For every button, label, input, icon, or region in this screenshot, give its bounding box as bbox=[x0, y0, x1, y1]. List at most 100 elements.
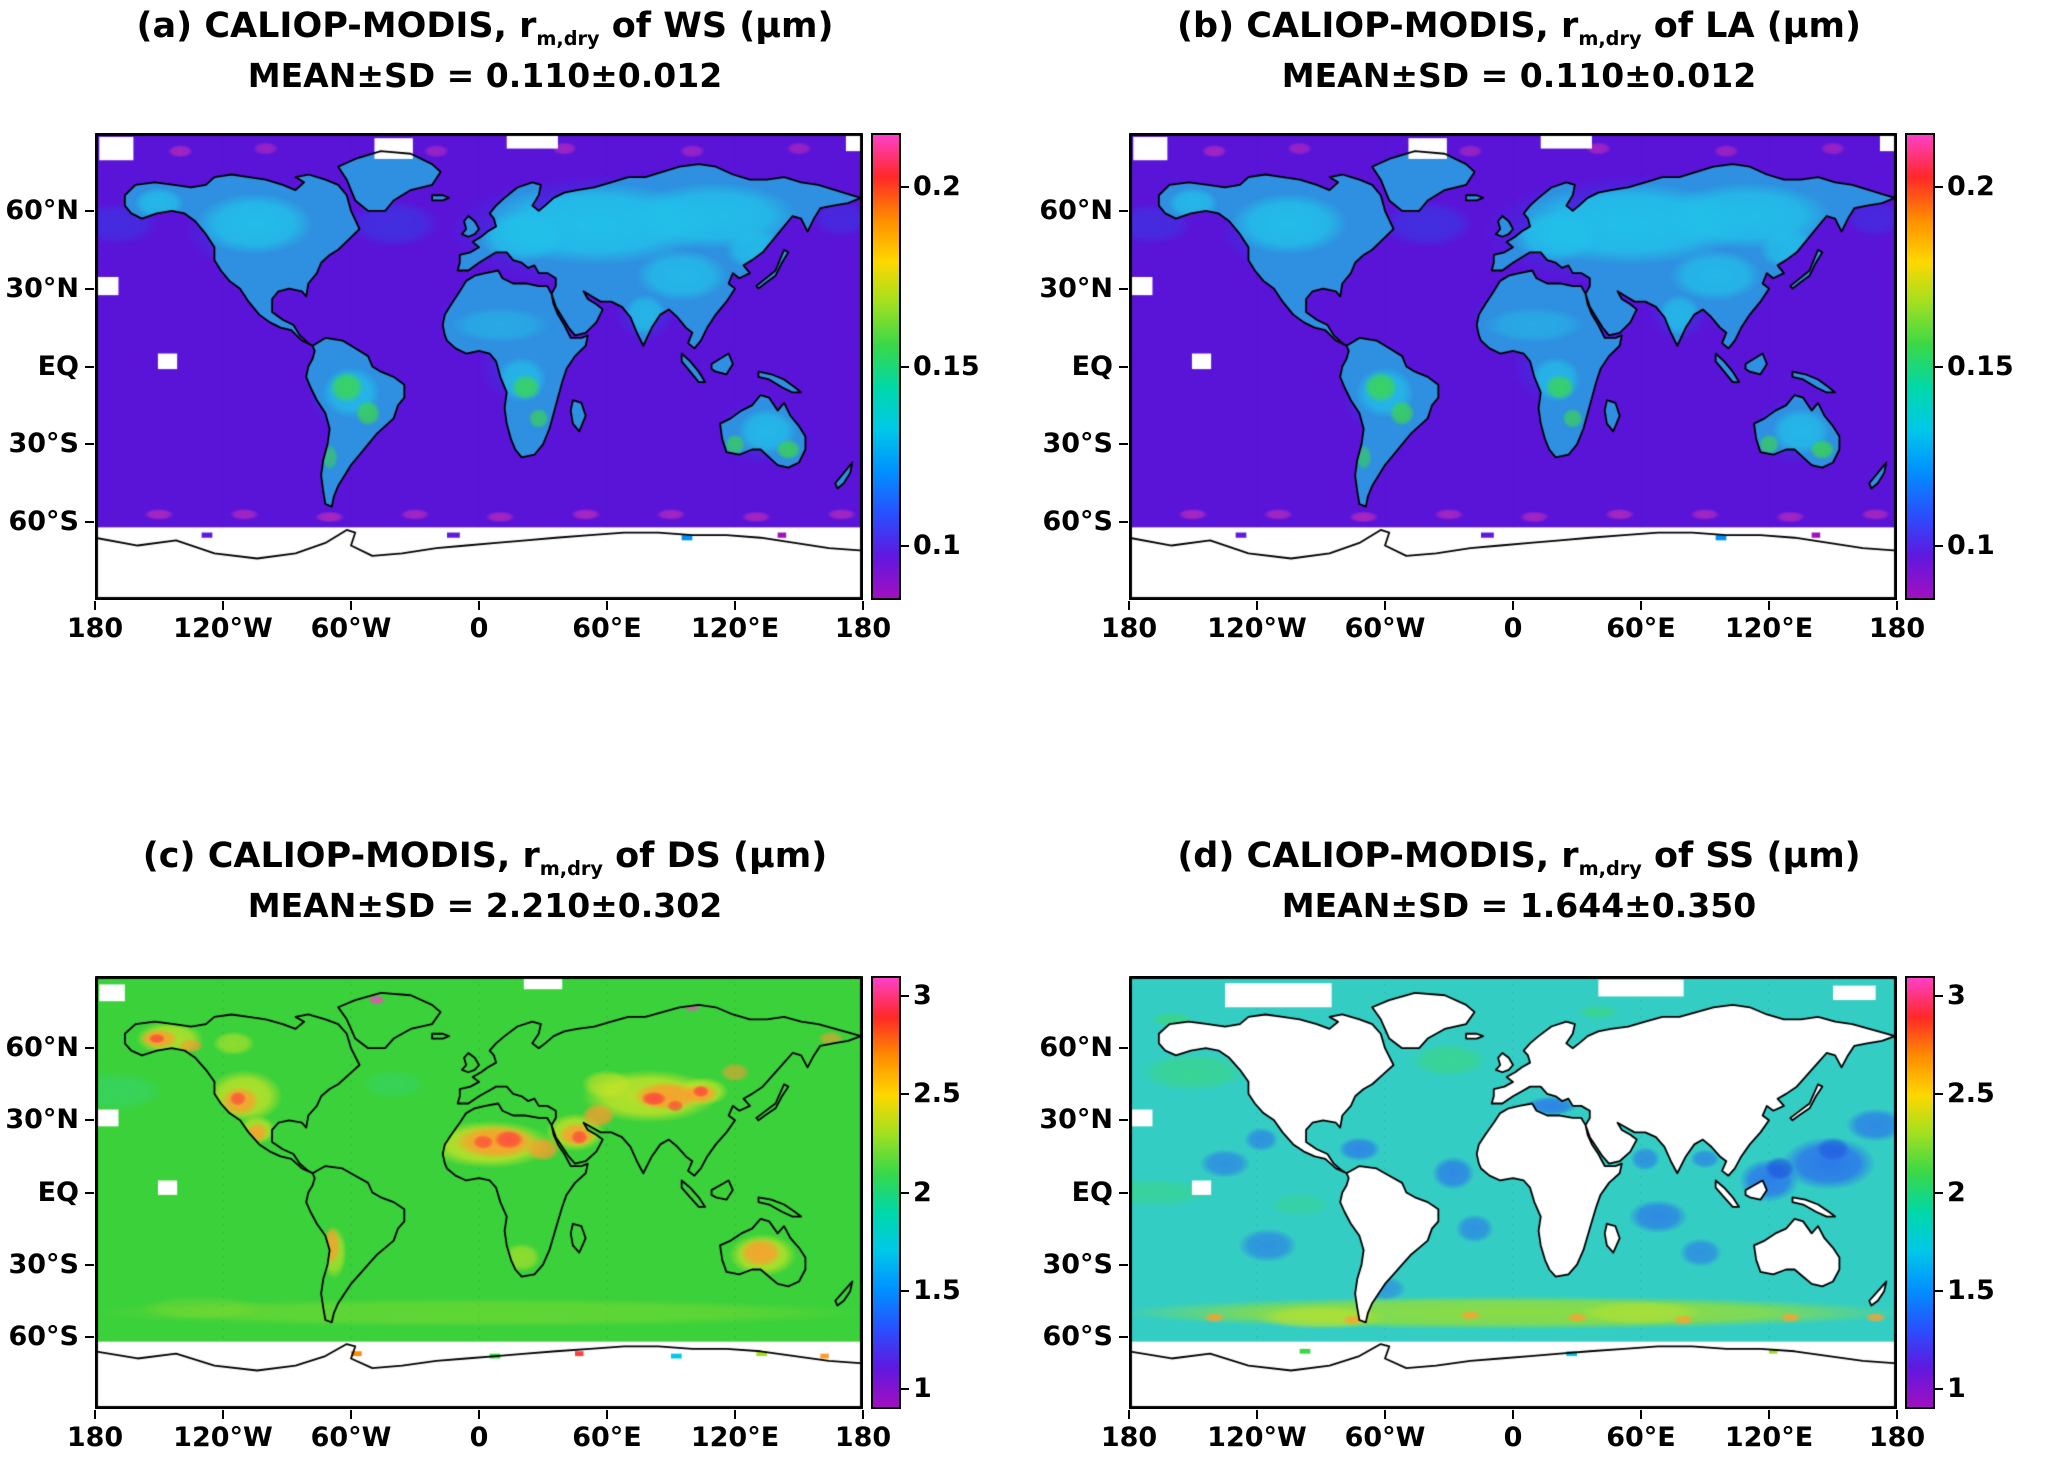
lat-tick-label: 60°N bbox=[1039, 1032, 1113, 1064]
colorbar-tick bbox=[901, 1388, 909, 1391]
lon-tick bbox=[222, 1410, 224, 1419]
colorbar-tick bbox=[1935, 545, 1943, 548]
lat-tick bbox=[85, 1191, 94, 1194]
colorbar-tick bbox=[901, 1191, 909, 1194]
lon-tick bbox=[734, 601, 736, 610]
lat-tick bbox=[85, 365, 94, 368]
colorbar-tick-label: 1 bbox=[913, 1373, 932, 1405]
lat-tick bbox=[1119, 443, 1128, 446]
lon-tick-label: 120°E bbox=[690, 613, 780, 644]
colorbar-tick-label: 2 bbox=[913, 1176, 932, 1208]
lon-tick bbox=[606, 1410, 608, 1419]
lat-tick bbox=[85, 521, 94, 524]
lon-tick-label: 120°E bbox=[1724, 1422, 1814, 1453]
lat-tick bbox=[85, 1335, 94, 1338]
panel-mean-sd: MEAN±SD = 0.110±0.012 bbox=[247, 56, 723, 95]
lon-tick bbox=[606, 601, 608, 610]
lat-tick-label: EQ bbox=[37, 350, 79, 382]
lat-tick-label: 30°N bbox=[1039, 272, 1113, 304]
lon-tick bbox=[1896, 601, 1898, 610]
lon-tick bbox=[478, 601, 480, 610]
lat-tick-label: 60°S bbox=[1042, 506, 1113, 538]
lon-tick-label: 0 bbox=[469, 613, 489, 644]
colorbar-tick-label: 0.1 bbox=[913, 530, 961, 562]
lon-tick bbox=[1640, 1410, 1642, 1419]
lat-tick-label: 30°N bbox=[1039, 1104, 1113, 1136]
colorbar-tick-label: 0.2 bbox=[913, 170, 961, 202]
panel-title: (b) CALIOP-MODIS, rm,dry of LA (μm) bbox=[1044, 6, 1994, 50]
lat-tick bbox=[85, 287, 94, 290]
lon-tick bbox=[1128, 601, 1130, 610]
panel-mean-sd: MEAN±SD = 1.644±0.350 bbox=[1281, 886, 1757, 925]
lon-tick bbox=[1256, 1410, 1258, 1419]
lat-tick bbox=[85, 1263, 94, 1266]
lon-tick-label: 120°W bbox=[1207, 613, 1307, 644]
panel-c-ds: (c) CALIOP-MODIS, rm,dry of DS (μm) MEAN… bbox=[0, 738, 1033, 1475]
colorbar-tick bbox=[901, 1093, 909, 1096]
lon-tick-label: 0 bbox=[469, 1422, 489, 1453]
lat-tick-label: 30°S bbox=[1042, 428, 1113, 460]
lat-tick-label: EQ bbox=[1071, 350, 1113, 382]
lon-tick-label: 180 bbox=[1868, 613, 1926, 644]
lon-tick-label: 60°W bbox=[1344, 1422, 1426, 1453]
lon-tick bbox=[350, 601, 352, 610]
lat-tick-label: 30°S bbox=[1042, 1248, 1113, 1280]
title-prefix: (c) CALIOP-MODIS, r bbox=[142, 836, 540, 876]
lon-tick bbox=[1128, 1410, 1130, 1419]
lon-tick-label: 180 bbox=[834, 1422, 892, 1453]
colorbar-tick-label: 0.15 bbox=[1947, 350, 2014, 382]
lat-tick bbox=[85, 443, 94, 446]
lon-tick-label: 0 bbox=[1503, 1422, 1523, 1453]
lat-tick bbox=[1119, 521, 1128, 524]
lat-tick bbox=[85, 1047, 94, 1050]
title-subscript: m,dry bbox=[539, 857, 603, 880]
lon-tick-label: 60°W bbox=[1344, 613, 1426, 644]
lon-tick bbox=[1896, 1410, 1898, 1419]
lon-tick-label: 120°W bbox=[173, 1422, 273, 1453]
colorbar-gradient bbox=[871, 976, 901, 1409]
lat-tick bbox=[85, 209, 94, 212]
lon-tick bbox=[1512, 601, 1514, 610]
panel-a-ws: (a) CALIOP-MODIS, rm,dry of WS (μm) MEAN… bbox=[0, 0, 1033, 737]
lon-tick bbox=[1256, 601, 1258, 610]
lon-tick-label: 180 bbox=[66, 613, 124, 644]
colorbar-tick bbox=[901, 545, 909, 548]
lon-tick-label: 120°E bbox=[1724, 613, 1814, 644]
world-map-canvas bbox=[95, 976, 863, 1409]
colorbar-tick-label: 1 bbox=[1947, 1373, 1966, 1405]
colorbar-gradient bbox=[1905, 976, 1935, 1409]
colorbar-tick-label: 2 bbox=[1947, 1176, 1966, 1208]
title-suffix: of SS (μm) bbox=[1641, 836, 1861, 876]
title-suffix: of WS (μm) bbox=[599, 6, 834, 46]
lon-tick-label: 180 bbox=[1100, 613, 1158, 644]
colorbar-tick-label: 1.5 bbox=[913, 1274, 961, 1306]
lat-tick-label: 30°S bbox=[8, 1248, 79, 1280]
colorbar-tick bbox=[1935, 1388, 1943, 1391]
lat-tick bbox=[1119, 287, 1128, 290]
lon-tick-label: 60°E bbox=[1606, 613, 1676, 644]
lon-tick bbox=[1384, 601, 1386, 610]
title-subscript: m,dry bbox=[536, 27, 600, 50]
lat-tick-label: 60°N bbox=[1039, 194, 1113, 226]
lat-tick-label: EQ bbox=[1071, 1176, 1113, 1208]
lat-tick bbox=[1119, 365, 1128, 368]
lon-tick bbox=[350, 1410, 352, 1419]
lon-tick bbox=[94, 1410, 96, 1419]
title-prefix: (d) CALIOP-MODIS, r bbox=[1177, 836, 1579, 876]
lat-tick-label: 60°S bbox=[1042, 1320, 1113, 1352]
lon-tick-label: 60°E bbox=[572, 1422, 642, 1453]
lon-tick bbox=[1640, 601, 1642, 610]
colorbar-tick bbox=[1935, 1191, 1943, 1194]
lon-tick-label: 120°W bbox=[173, 613, 273, 644]
colorbar-tick-label: 0.15 bbox=[913, 350, 980, 382]
colorbar-tick bbox=[901, 994, 909, 997]
lon-tick-label: 0 bbox=[1503, 613, 1523, 644]
colorbar-gradient bbox=[871, 133, 901, 600]
lon-tick bbox=[734, 1410, 736, 1419]
lat-tick-label: 60°N bbox=[5, 194, 79, 226]
colorbar-tick bbox=[1935, 1289, 1943, 1292]
lon-tick bbox=[1768, 601, 1770, 610]
lon-tick bbox=[1512, 1410, 1514, 1419]
colorbar-tick-label: 0.1 bbox=[1947, 530, 1995, 562]
